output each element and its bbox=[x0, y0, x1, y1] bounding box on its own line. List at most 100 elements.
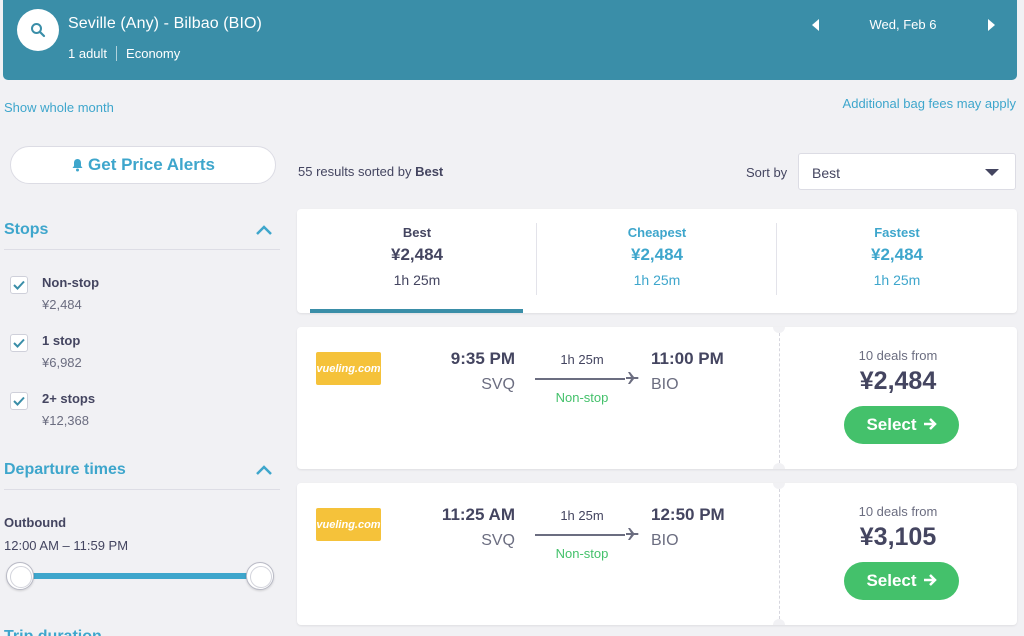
stop-filter-1-stop[interactable]: 1 stop ¥6,982 bbox=[10, 331, 210, 375]
next-date-button[interactable] bbox=[984, 16, 998, 34]
tab-best[interactable]: Best ¥2,484 1h 25m bbox=[297, 209, 537, 313]
results-sort-key: Best bbox=[415, 164, 444, 179]
outbound-time-range: 12:00 AM – 11:59 PM bbox=[4, 538, 129, 553]
flight-price: ¥3,105 bbox=[859, 523, 937, 551]
caret-down-icon bbox=[985, 169, 999, 176]
bell-icon bbox=[72, 159, 83, 172]
sort-by-label: Sort by bbox=[746, 165, 788, 180]
checkmark-icon bbox=[13, 396, 25, 406]
chevron-up-icon[interactable] bbox=[255, 464, 273, 476]
search-icon bbox=[31, 23, 46, 38]
departure-times-section-title[interactable]: Departure times bbox=[4, 461, 126, 478]
stop-label: Non-stop bbox=[42, 275, 100, 290]
flight-duration: 1h 25m bbox=[560, 508, 604, 523]
stops-count: Non-stop bbox=[555, 390, 609, 405]
active-tab-indicator bbox=[310, 309, 523, 313]
travelers-count: 1 adult bbox=[68, 46, 108, 61]
deals-count: 10 deals from bbox=[858, 348, 938, 363]
select-label: Select bbox=[866, 571, 917, 590]
cabin-class: Economy bbox=[126, 46, 181, 61]
stop-label: 2+ stops bbox=[42, 391, 96, 406]
bag-fees-link[interactable]: Additional bag fees may apply bbox=[842, 96, 1016, 111]
card-divider bbox=[779, 333, 780, 463]
tab-label: Fastest bbox=[874, 225, 920, 240]
stop-label: 1 stop bbox=[42, 333, 81, 348]
stops-section-title[interactable]: Stops bbox=[4, 221, 49, 238]
tab-cheapest[interactable]: Cheapest ¥2,484 1h 25m bbox=[537, 209, 777, 313]
tab-price: ¥2,484 bbox=[631, 245, 683, 264]
stop-filter-2-plus-stops[interactable]: 2+ stops ¥12,368 bbox=[10, 389, 210, 433]
flight-duration: 1h 25m bbox=[560, 352, 604, 367]
tab-fastest[interactable]: Fastest ¥2,484 1h 25m bbox=[777, 209, 1017, 313]
tab-label: Best bbox=[402, 225, 432, 240]
selected-date[interactable]: Wed, Feb 6 bbox=[869, 17, 937, 32]
1-stop-checkbox[interactable] bbox=[10, 334, 28, 352]
select-label: Select bbox=[866, 415, 917, 434]
checkmark-icon bbox=[13, 280, 25, 290]
previous-date-button[interactable] bbox=[809, 16, 823, 34]
sort-dropdown[interactable]: Best bbox=[798, 153, 1016, 190]
route-title[interactable]: Seville (Any) - Bilbao (BIO) bbox=[68, 15, 262, 32]
route-line bbox=[535, 534, 625, 536]
caret-left-icon bbox=[812, 19, 819, 31]
departure-time-slider[interactable] bbox=[18, 573, 262, 579]
outbound-label: Outbound bbox=[4, 515, 67, 530]
sort-dropdown-value: Best bbox=[812, 165, 841, 181]
section-divider bbox=[4, 489, 280, 490]
arrival-airport: BIO bbox=[651, 532, 679, 549]
details-divider bbox=[116, 46, 118, 61]
show-whole-month-link[interactable]: Show whole month bbox=[4, 100, 114, 115]
caret-right-icon bbox=[988, 19, 995, 31]
flight-price: ¥2,484 bbox=[859, 367, 937, 395]
tab-price: ¥2,484 bbox=[391, 245, 443, 264]
chevron-up-icon[interactable] bbox=[255, 224, 273, 236]
arrow-right-icon bbox=[923, 571, 937, 591]
card-divider bbox=[779, 489, 780, 619]
checkmark-icon bbox=[13, 338, 25, 348]
tab-label: Cheapest bbox=[627, 225, 687, 240]
arrow-right-icon bbox=[923, 415, 937, 435]
search-header: Seville (Any) - Bilbao (BIO) 1 adult Eco… bbox=[3, 0, 1017, 80]
airplane-icon bbox=[626, 372, 639, 384]
tab-duration: 1h 25m bbox=[873, 272, 921, 288]
tab-duration: 1h 25m bbox=[633, 272, 681, 288]
tab-divider bbox=[536, 223, 537, 295]
trip-details[interactable]: 1 adult Economy bbox=[68, 46, 180, 61]
stop-price: ¥12,368 bbox=[42, 413, 89, 428]
results-summary: 55 results sorted by Best bbox=[298, 164, 443, 179]
arrival-time: 11:00 PM bbox=[651, 349, 724, 368]
card-notch bbox=[773, 463, 785, 469]
stop-filter-nonstop[interactable]: Non-stop ¥2,484 bbox=[10, 273, 210, 317]
arrival-time: 12:50 PM bbox=[651, 505, 725, 524]
airline-logo: vueling.com bbox=[316, 352, 381, 385]
select-button[interactable]: Select bbox=[844, 562, 959, 600]
airplane-icon bbox=[626, 528, 639, 540]
slider-start-handle[interactable] bbox=[6, 562, 34, 590]
search-button[interactable] bbox=[17, 9, 59, 51]
departure-time: 9:35 PM bbox=[450, 349, 515, 368]
section-divider bbox=[4, 249, 280, 250]
trip-duration-section-title[interactable]: Trip duration bbox=[4, 628, 102, 636]
stops-count: Non-stop bbox=[555, 546, 609, 561]
flight-result-card[interactable]: vueling.com 11:25 AM SVQ 1h 25m Non-stop… bbox=[297, 483, 1017, 625]
route-line bbox=[535, 378, 625, 380]
airline-logo: vueling.com bbox=[316, 508, 381, 541]
price-alerts-button[interactable]: Get Price Alerts bbox=[10, 146, 276, 184]
card-notch bbox=[773, 483, 785, 489]
arrival-airport: BIO bbox=[651, 376, 679, 393]
deals-count: 10 deals from bbox=[858, 504, 938, 519]
sort-tabs: Best ¥2,484 1h 25m Cheapest ¥2,484 1h 25… bbox=[297, 209, 1017, 313]
select-button[interactable]: Select bbox=[844, 406, 959, 444]
departure-airport: SVQ bbox=[481, 376, 515, 393]
card-notch bbox=[773, 619, 785, 625]
flight-result-card[interactable]: vueling.com 9:35 PM SVQ 1h 25m Non-stop … bbox=[297, 327, 1017, 469]
slider-end-handle[interactable] bbox=[246, 562, 274, 590]
results-count: 55 results sorted by bbox=[298, 164, 412, 179]
departure-airport: SVQ bbox=[481, 532, 515, 549]
card-notch bbox=[773, 327, 785, 333]
tab-price: ¥2,484 bbox=[871, 245, 923, 264]
2-plus-stops-checkbox[interactable] bbox=[10, 392, 28, 410]
nonstop-checkbox[interactable] bbox=[10, 276, 28, 294]
tab-duration: 1h 25m bbox=[393, 272, 441, 288]
price-alerts-label: Get Price Alerts bbox=[88, 155, 215, 174]
